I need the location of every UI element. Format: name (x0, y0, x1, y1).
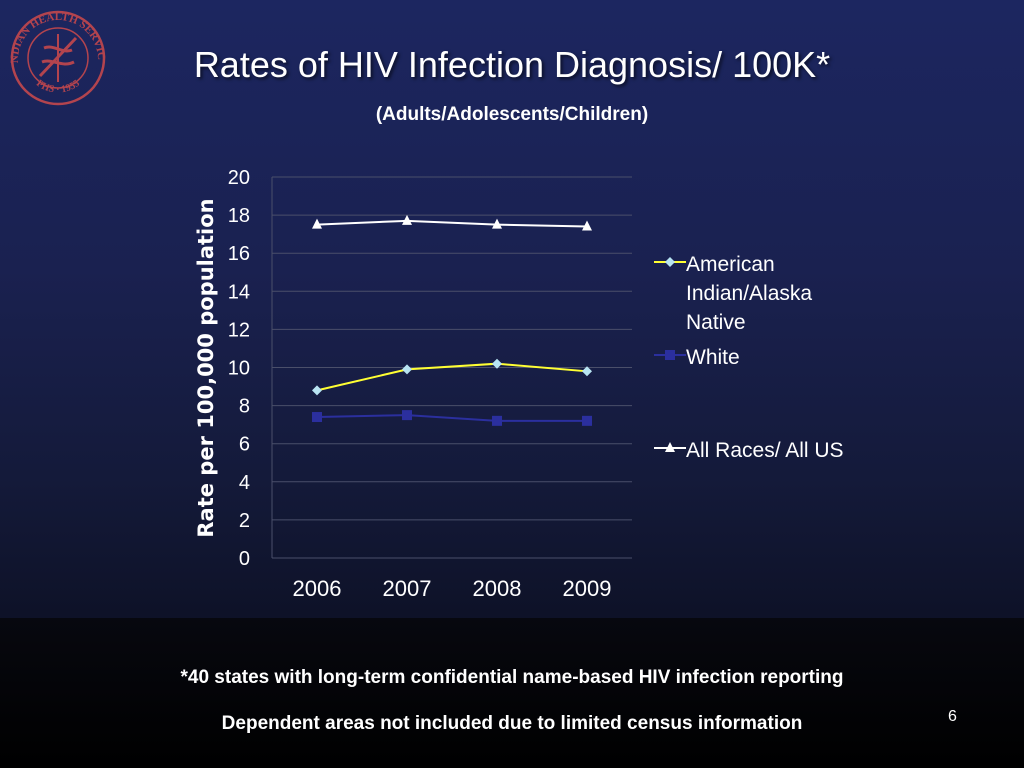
x-tick-label: 2006 (293, 576, 342, 601)
series-white-point (492, 415, 502, 426)
series-american-indian-line (316, 362, 588, 392)
legend-swatch-square-icon (654, 350, 686, 360)
x-tick-label: 2007 (383, 576, 432, 601)
legend-label-all-races: All Races/ All US (686, 439, 844, 462)
y-tick-label: 0 (239, 548, 250, 570)
y-tick-label: 18 (228, 205, 250, 227)
footnote-dependent-areas: Dependent areas not included due to limi… (221, 713, 803, 734)
series-all-races-point (582, 220, 592, 231)
page-number: 6 (948, 708, 957, 725)
x-tick-label: 2008 (473, 576, 522, 601)
y-tick-label: 6 (239, 434, 250, 456)
legend-item-american-indian: American Indian/Alaska Native (654, 250, 851, 337)
legend-item-all-races: All Races/ All US (654, 436, 851, 465)
series-white-point (312, 412, 322, 423)
y-tick-label: 14 (228, 281, 250, 303)
y-tick-label: 16 (228, 243, 250, 265)
series-white-point (402, 410, 412, 421)
legend-item-white: White (654, 343, 851, 372)
slide-bottom-band (0, 618, 1024, 768)
series-white-line (316, 414, 587, 422)
x-tick-label: 2009 (563, 576, 612, 601)
y-tick-label: 12 (228, 319, 250, 341)
y-tick-label: 2 (239, 510, 250, 532)
y-axis-label: Rate per 100,000 population (194, 198, 218, 537)
legend-swatch-triangle-icon (654, 442, 686, 452)
footnote-states: *40 states with long-term confidential n… (180, 667, 844, 688)
series-american-indian-point (582, 366, 592, 377)
series-all-races-line (316, 219, 588, 228)
y-tick-label: 8 (239, 396, 250, 418)
ihs-seal-logo: INDIAN HEALTH SERVICE PHS · 1955 (4, 4, 107, 106)
y-tick-label: 10 (228, 358, 250, 380)
series-white-point (582, 415, 592, 426)
series-all-races-point (312, 218, 322, 229)
y-tick-label: 20 (228, 167, 250, 189)
slide-title: Rates of HIV Infection Diagnosis/ 100K* (193, 44, 831, 85)
svg-text:PHS · 1955: PHS · 1955 (34, 78, 82, 96)
series-all-races-point (492, 218, 502, 229)
legend-swatch-diamond-icon (654, 257, 686, 267)
series-american-indian-point (492, 358, 502, 369)
series-all-races-point (402, 214, 412, 225)
series-american-indian-point (402, 364, 412, 375)
legend-label-white: White (686, 346, 740, 369)
y-tick-label: 4 (239, 472, 250, 494)
legend-label-american-indian: American Indian/Alaska Native (686, 253, 813, 334)
slide-subtitle: (Adults/Adolescents/Children) (375, 104, 649, 125)
logo-text-bottom: PHS · 1955 (34, 78, 82, 96)
series-american-indian-point (312, 385, 322, 396)
